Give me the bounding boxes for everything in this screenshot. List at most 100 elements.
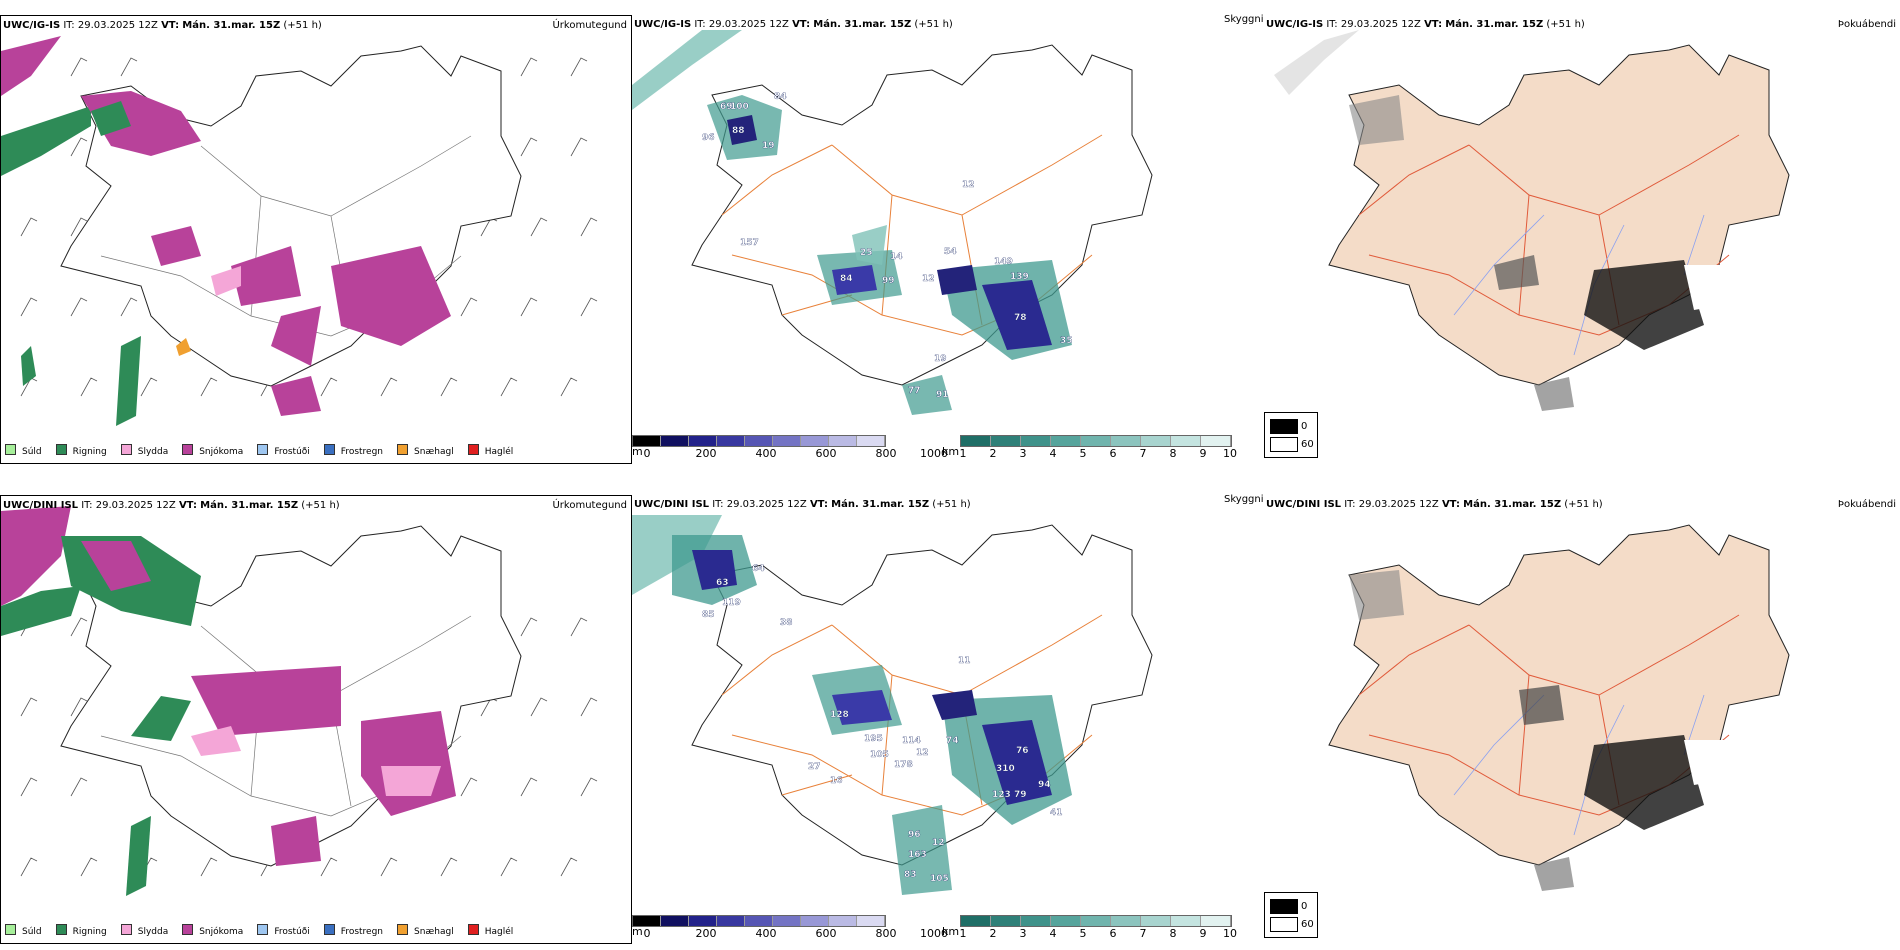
fog-map <box>1274 30 1790 411</box>
label: 12 <box>916 748 929 758</box>
label: 41 <box>1050 808 1063 818</box>
visibility-map: 84 69 100 88 96 19 12 157 54 149 139 84 … <box>632 30 1153 415</box>
precip-type-map <box>1 506 598 896</box>
legend-item: Snjókoma <box>182 924 243 937</box>
fog-map <box>1328 524 1790 891</box>
legend-item: Slydda <box>120 924 168 937</box>
label: 94 <box>1038 780 1051 790</box>
label: 91 <box>936 390 949 400</box>
label: 85 <box>702 610 715 620</box>
label: 54 <box>944 247 957 257</box>
visibility-areas <box>672 535 1072 895</box>
label: 100 <box>730 102 749 112</box>
label: 11 <box>958 656 971 666</box>
label: 84 <box>774 92 787 102</box>
label: 12 <box>932 838 945 848</box>
fog-legend-row2: 0 60 <box>1264 892 1318 938</box>
panel-title: Þokuábendi <box>1837 499 1896 510</box>
label: 69 <box>720 102 733 112</box>
precip-legend: Súld Rigning Slydda Snjókoma Frostúði Fr… <box>5 924 513 937</box>
label: 128 <box>830 710 849 720</box>
panel-header: UWC/IG-IS IT: 29.03.2025 12Z VT: Mán. 31… <box>634 19 953 30</box>
iceland-outline <box>691 44 1153 386</box>
legend-item: Frostregn <box>323 444 383 457</box>
legend-item: Snæhagl <box>397 444 454 457</box>
precip-legend: Súld Rigning Slydda Snjókoma Frostúði Fr… <box>5 444 513 457</box>
label: 149 <box>994 257 1013 267</box>
legend-item: Haglél <box>467 444 513 457</box>
panel-title: Skyggni <box>1224 14 1264 25</box>
panel-header: UWC/DINI ISL IT: 29.03.2025 12Z VT: Mán.… <box>1266 499 1603 510</box>
label: 35 <box>1060 336 1073 346</box>
legend-item: Frostúði <box>257 444 310 457</box>
label: 195 <box>864 734 883 744</box>
precip-areas <box>1 36 451 426</box>
fog-panel-row2: UWC/DINI ISL IT: 29.03.2025 12Z VT: Mán.… <box>1264 495 1900 942</box>
label: 163 <box>908 850 927 860</box>
legend-item: Rigning <box>55 924 107 937</box>
label: 88 <box>732 126 745 136</box>
height-colorbar: m 0 200 400 600 800 1000 <box>632 915 948 941</box>
legend-item: Haglél <box>467 924 513 937</box>
label: 64 <box>752 564 765 574</box>
legend-item: Frostúði <box>257 924 310 937</box>
label: 123 <box>992 790 1011 800</box>
visibility-areas <box>707 95 1072 415</box>
visibility-panel-row2: 64 63 119 85 38 11 128 195 114 74 12 105… <box>632 495 1262 942</box>
label: 105 <box>870 750 889 760</box>
label: 178 <box>894 760 913 770</box>
label: 139 <box>1010 272 1029 282</box>
panel-header: UWC/DINI ISL IT: 29.03.2025 12Z VT: Mán.… <box>3 500 340 511</box>
label: 38 <box>780 618 793 628</box>
label: 105 <box>930 874 949 884</box>
precip-type-panel-row2: UWC/DINI ISL IT: 29.03.2025 12Z VT: Mán.… <box>0 495 632 944</box>
fog-legend-row1: 0 60 <box>1264 412 1318 458</box>
label: 19 <box>762 141 775 151</box>
label: 74 <box>946 736 959 746</box>
visibility-panel-row1: 84 69 100 88 96 19 12 157 54 149 139 84 … <box>632 15 1262 462</box>
label: 83 <box>904 870 917 880</box>
legend-item: Slydda <box>120 444 168 457</box>
height-colorbar: m 0 200 400 600 800 1000 <box>632 435 948 461</box>
panel-header: UWC/IG-IS IT: 29.03.2025 12Z VT: Mán. 31… <box>3 20 322 31</box>
label: 14 <box>890 252 903 262</box>
roads <box>1358 134 1740 336</box>
label: 84 <box>840 274 853 284</box>
fog-areas <box>1349 570 1734 891</box>
label: 96 <box>908 830 921 840</box>
label: 25 <box>860 248 873 258</box>
panel-title: Úrkomutegund <box>552 500 627 511</box>
panel-title: Þokuábendi <box>1837 19 1896 30</box>
label: 77 <box>908 386 921 396</box>
legend-item: Snjókoma <box>182 444 243 457</box>
panel-header: UWC/DINI ISL IT: 29.03.2025 12Z VT: Mán.… <box>634 499 971 510</box>
visibility-colorbar: km 1 2 3 4 5 6 7 8 9 10 <box>942 435 1262 461</box>
panel-title: Úrkomutegund <box>552 20 627 31</box>
value-labels: 84 69 100 88 96 19 12 157 54 149 139 84 … <box>702 92 1073 400</box>
label: 63 <box>716 578 729 588</box>
precip-type-panel-row1: UWC/IG-IS IT: 29.03.2025 12Z VT: Mán. 31… <box>0 15 632 464</box>
label: 76 <box>1016 746 1029 756</box>
value-labels: 64 63 119 85 38 11 128 195 114 74 12 105… <box>702 564 1063 884</box>
label: 16 <box>830 776 843 786</box>
legend-item: Súld <box>5 924 42 937</box>
legend-item: Rigning <box>55 444 107 457</box>
label: 157 <box>740 238 759 248</box>
panel-title: Skyggni <box>1224 494 1264 505</box>
label: 12 <box>922 274 935 284</box>
label: 114 <box>902 736 921 746</box>
label: 96 <box>702 133 715 143</box>
label: 78 <box>1014 313 1027 323</box>
label: 119 <box>722 598 741 608</box>
fog-areas <box>1349 95 1734 411</box>
legend-item: Snæhagl <box>397 924 454 937</box>
panel-header: UWC/IG-IS IT: 29.03.2025 12Z VT: Mán. 31… <box>1266 19 1585 30</box>
precip-areas <box>1 506 456 896</box>
visibility-map: 64 63 119 85 38 11 128 195 114 74 12 105… <box>632 515 1153 895</box>
label: 27 <box>808 762 821 772</box>
fog-panel-row1: UWC/IG-IS IT: 29.03.2025 12Z VT: Mán. 31… <box>1264 15 1900 462</box>
legend-item: Súld <box>5 444 42 457</box>
visibility-colorbar: km 1 2 3 4 5 6 7 8 9 10 <box>942 915 1262 941</box>
legend-item: Frostregn <box>323 924 383 937</box>
label: 310 <box>996 764 1015 774</box>
